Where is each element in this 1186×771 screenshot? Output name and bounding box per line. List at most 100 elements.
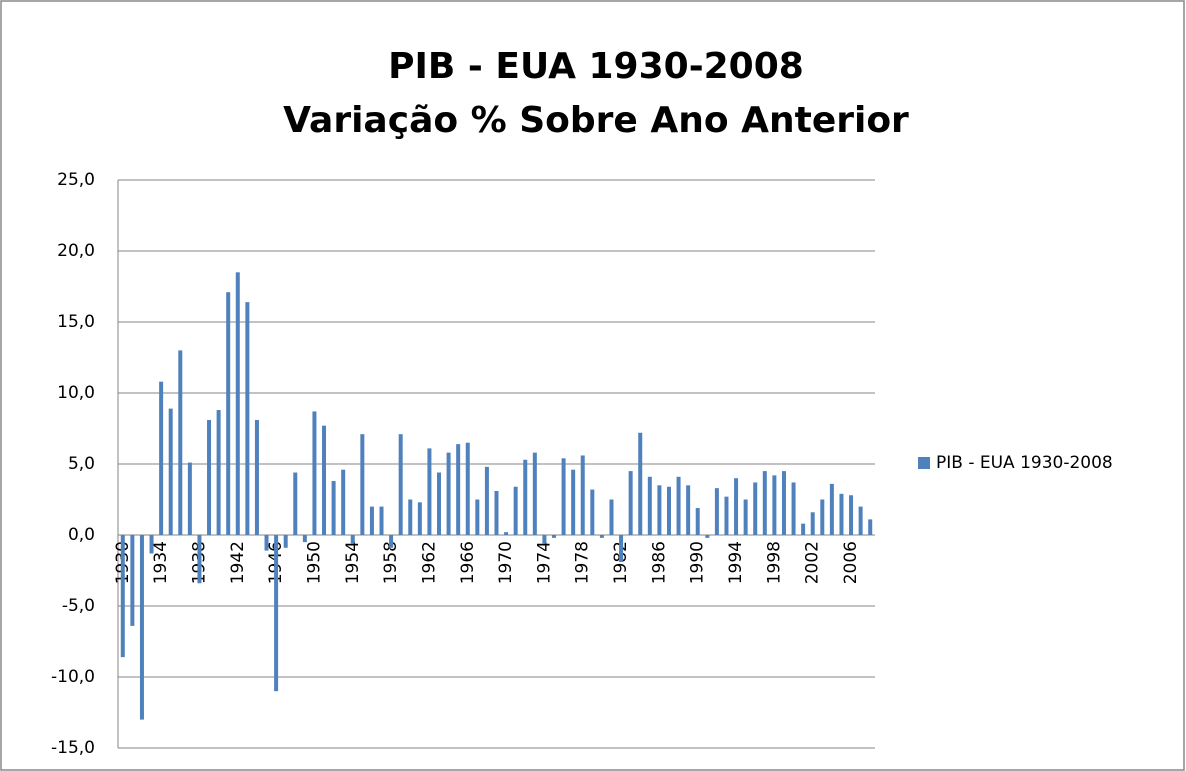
y-tick-label: -15,0 bbox=[51, 738, 95, 758]
x-tick-label: 2006 bbox=[841, 541, 861, 584]
bar bbox=[264, 535, 269, 551]
bar bbox=[484, 466, 489, 535]
bar bbox=[734, 478, 739, 535]
bar bbox=[398, 434, 403, 535]
bar bbox=[274, 535, 279, 692]
x-tick-label: 1978 bbox=[573, 541, 593, 584]
bar bbox=[149, 535, 154, 554]
bar bbox=[647, 476, 652, 535]
bar bbox=[341, 469, 346, 535]
bar bbox=[302, 535, 307, 543]
bar bbox=[437, 472, 442, 535]
bar bbox=[705, 535, 710, 538]
y-tick-label: -5,0 bbox=[62, 596, 95, 616]
bar bbox=[360, 434, 365, 535]
bar bbox=[762, 471, 767, 535]
bar bbox=[801, 523, 806, 535]
legend-label: PIB - EUA 1930-2008 bbox=[936, 453, 1113, 473]
bar bbox=[724, 496, 729, 535]
bar bbox=[408, 499, 413, 535]
bar bbox=[494, 490, 499, 535]
bar bbox=[829, 483, 834, 535]
bar bbox=[245, 302, 250, 535]
x-tick-label: 1982 bbox=[611, 541, 631, 584]
x-tick-label: 1950 bbox=[304, 541, 324, 584]
bar bbox=[312, 411, 317, 535]
bar bbox=[207, 419, 212, 535]
y-tick-label: 20,0 bbox=[57, 241, 95, 261]
bar bbox=[820, 499, 825, 535]
y-tick-label: 10,0 bbox=[57, 383, 95, 403]
bar bbox=[657, 485, 662, 535]
bar bbox=[571, 469, 576, 535]
legend-swatch bbox=[918, 457, 930, 469]
bar bbox=[666, 486, 671, 535]
bar bbox=[599, 535, 604, 538]
bar bbox=[523, 459, 528, 535]
x-tick-label: 1942 bbox=[228, 541, 248, 584]
bar bbox=[389, 535, 394, 548]
bar bbox=[120, 535, 125, 658]
bar bbox=[130, 535, 135, 626]
bar bbox=[254, 419, 259, 535]
x-tick-label: 1994 bbox=[726, 541, 746, 584]
bar bbox=[427, 448, 432, 535]
bar bbox=[197, 535, 202, 584]
bar bbox=[628, 471, 633, 535]
bar bbox=[178, 350, 183, 535]
bar bbox=[791, 482, 796, 535]
bar bbox=[379, 506, 384, 535]
bar bbox=[858, 506, 863, 535]
x-tick-label: 1966 bbox=[458, 541, 478, 584]
bar bbox=[532, 452, 537, 535]
bar bbox=[475, 499, 480, 535]
bar bbox=[695, 508, 700, 535]
x-tick-label: 1986 bbox=[649, 541, 669, 584]
y-tick-label: 5,0 bbox=[68, 454, 95, 474]
bar bbox=[465, 442, 470, 535]
bar bbox=[369, 506, 374, 535]
bar bbox=[638, 432, 643, 535]
x-tick-label: 1934 bbox=[151, 541, 171, 584]
bar bbox=[542, 535, 547, 544]
bar bbox=[561, 458, 566, 535]
y-tick-label: -10,0 bbox=[51, 667, 95, 687]
y-tick-label: 25,0 bbox=[57, 170, 95, 190]
bar bbox=[417, 502, 422, 535]
x-tick-label: 1954 bbox=[343, 541, 363, 584]
x-tick-label: 1974 bbox=[534, 541, 554, 584]
bar bbox=[235, 272, 240, 535]
x-tick-label: 1962 bbox=[419, 541, 439, 584]
y-tick-label: 0,0 bbox=[68, 525, 95, 545]
bar bbox=[676, 476, 681, 535]
bar bbox=[781, 471, 786, 535]
bar bbox=[513, 486, 518, 535]
bar bbox=[293, 472, 298, 535]
chart-subtitle: Variação % Sobre Ano Anterior bbox=[283, 100, 909, 141]
bar bbox=[504, 532, 509, 535]
bar bbox=[849, 495, 854, 535]
bar bbox=[714, 488, 719, 535]
bar bbox=[283, 535, 288, 548]
bar bbox=[810, 512, 815, 535]
bar bbox=[772, 475, 777, 535]
x-tick-label: 1958 bbox=[381, 541, 401, 584]
bar bbox=[590, 489, 595, 535]
bar bbox=[322, 425, 327, 535]
bar bbox=[743, 499, 748, 535]
bar bbox=[456, 444, 461, 535]
bar bbox=[159, 381, 164, 535]
bar bbox=[551, 535, 556, 538]
bar bbox=[168, 408, 173, 535]
x-tick-label: 1990 bbox=[688, 541, 708, 584]
bar bbox=[226, 292, 231, 535]
x-tick-label: 1998 bbox=[764, 541, 784, 584]
bar bbox=[619, 535, 624, 562]
x-tick-label: 1970 bbox=[496, 541, 516, 584]
bar bbox=[839, 493, 844, 535]
chart-title: PIB - EUA 1930-2008 bbox=[388, 46, 804, 87]
bar bbox=[753, 482, 758, 535]
y-tick-label: 15,0 bbox=[57, 312, 95, 332]
